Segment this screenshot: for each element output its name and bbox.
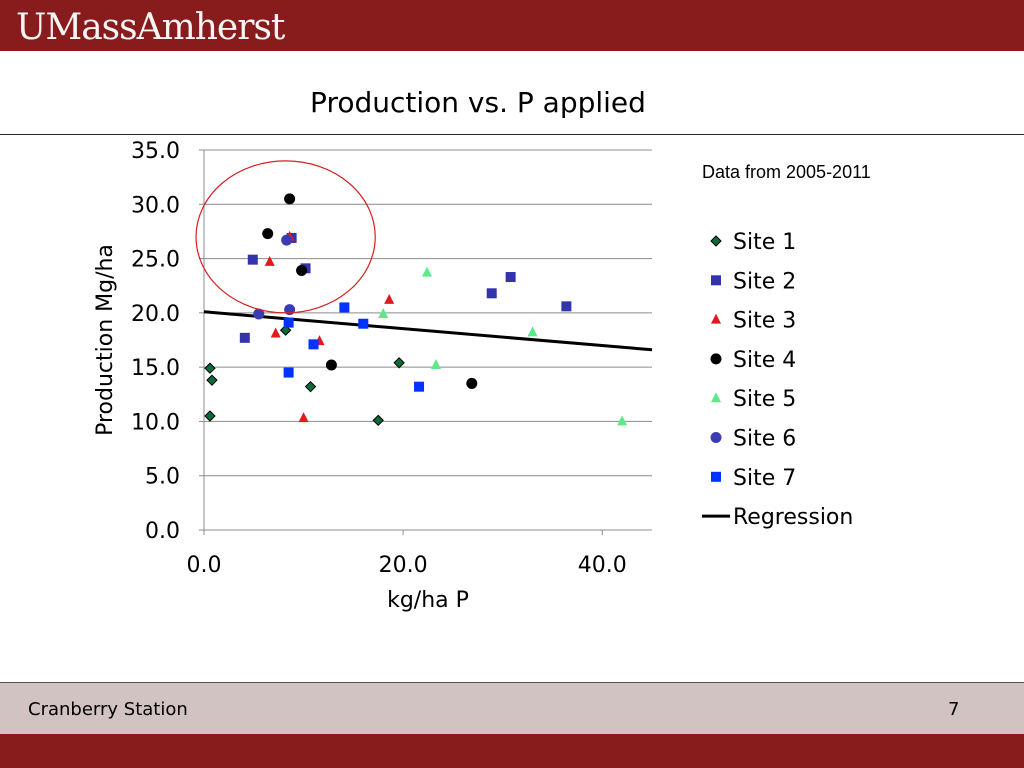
x-tick-label: 0.0	[187, 553, 222, 578]
data-point-site-2	[247, 254, 258, 265]
data-point-site-5	[527, 326, 538, 337]
data-point-site-1	[372, 414, 384, 427]
y-tick-label: 0.0	[145, 519, 180, 544]
data-point-site-1	[279, 324, 292, 336]
page-number: 7	[948, 699, 960, 720]
umass-logo: UMassAmherst	[16, 7, 285, 48]
x-axis-label: kg/ha P	[387, 588, 469, 613]
data-point-site-4	[466, 377, 478, 389]
data-point-site-2	[505, 272, 516, 283]
legend-label: Site 1	[733, 230, 796, 255]
legend-marker-site-6	[710, 432, 722, 443]
data-point-site-7	[283, 367, 294, 378]
data-point-site-3	[270, 327, 281, 338]
legend-marker-site-1	[710, 235, 722, 247]
legend-marker-site-7	[711, 471, 721, 482]
legend-label: Site 2	[733, 269, 796, 294]
y-tick-label: 5.0	[145, 465, 180, 490]
data-note: Data from 2005-2011	[702, 162, 871, 182]
data-point-site-6	[281, 234, 293, 246]
data-point-site-7	[283, 317, 294, 328]
legend-marker-site-5	[711, 392, 721, 403]
y-tick-label: 10.0	[131, 410, 180, 435]
slide-title: Production vs. P applied	[310, 86, 646, 119]
data-point-site-4	[262, 228, 274, 240]
scatter-chart: 0.0 5.0 10.0 15.0 20.0 25.0 30.0 35.0 0.0 20.0 40.…	[93, 139, 853, 613]
header-bar: UMassAmherst	[0, 0, 1024, 51]
data-point-site-5	[430, 358, 441, 369]
legend-label: Site 6	[733, 427, 796, 452]
legend-marker-site-2	[711, 275, 721, 286]
legend-label: Site 5	[733, 387, 796, 412]
legend-label: Regression	[733, 505, 853, 530]
data-point-site-1	[304, 380, 317, 393]
legend-label: Site 3	[733, 309, 796, 334]
y-tick-label: 30.0	[131, 193, 180, 218]
data-point-site-2	[561, 301, 572, 312]
y-tick-label: 35.0	[131, 139, 180, 164]
y-axis-label: Production Mg/ha	[93, 244, 118, 436]
data-point-site-3	[264, 255, 275, 266]
data-point-site-7	[358, 318, 369, 329]
data-point-site-3	[298, 412, 309, 423]
data-point-site-4	[325, 359, 337, 371]
legend-label: Site 7	[733, 466, 796, 491]
data-point-site-2	[239, 332, 250, 343]
footer-bar: Cranberry Station 7	[0, 682, 1024, 735]
data-point-site-1	[204, 410, 216, 422]
bottom-bar	[0, 734, 1024, 768]
title-divider	[0, 134, 1024, 135]
data-point-site-5	[617, 415, 628, 426]
data-point-site-6	[253, 308, 265, 320]
legend-marker-site-3	[711, 313, 721, 324]
data-point-site-5	[422, 266, 433, 277]
x-tick-label: 20.0	[379, 553, 428, 578]
x-tick-label: 40.0	[578, 553, 627, 578]
y-tick-label: 15.0	[131, 356, 180, 381]
legend-label: Site 4	[733, 348, 796, 373]
data-point-site-7	[414, 381, 425, 392]
y-tick-label: 25.0	[131, 248, 180, 273]
y-tick-label: 20.0	[131, 302, 180, 327]
data-point-site-3	[384, 293, 395, 304]
footer-label: Cranberry Station	[28, 699, 188, 720]
regression-line	[203, 310, 653, 352]
data-point-site-1	[393, 357, 405, 369]
data-point-site-4	[296, 265, 308, 277]
highlight-circle	[195, 160, 376, 314]
data-point-site-7	[339, 302, 350, 313]
data-point-site-5	[378, 307, 389, 318]
legend-marker-site-4	[710, 353, 722, 365]
data-point-site-1	[204, 362, 216, 374]
data-point-site-1	[206, 374, 218, 386]
data-point-site-4	[284, 193, 296, 205]
data-point-site-7	[308, 339, 319, 350]
data-point-site-2	[486, 288, 497, 299]
